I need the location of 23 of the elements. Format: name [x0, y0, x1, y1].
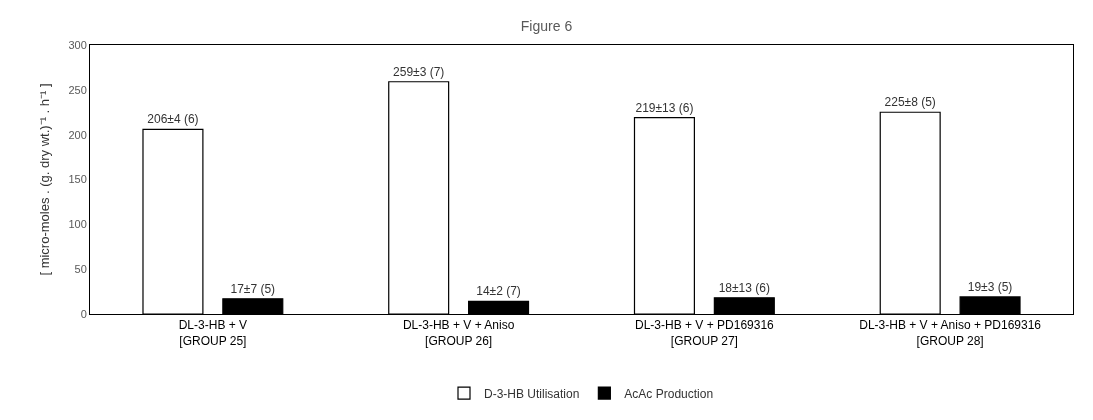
y-tick-label: 300: [68, 38, 87, 51]
x-tick-label: DL-3-HB + V + Aniso + PD169316 [GROUP 28]: [859, 318, 1042, 348]
y-tick-label: 50: [74, 263, 87, 276]
y-tick-label: 100: [68, 218, 87, 231]
data-label: 19±3 (5): [967, 279, 1013, 294]
data-label: 14±2 (7): [476, 284, 521, 299]
data-label: 219±13 (6): [635, 100, 694, 115]
x-tick-label: DL-3-HB + V + Aniso [GROUP 26]: [402, 318, 515, 348]
data-label: 259±3 (7): [393, 64, 445, 79]
data-label: 17±7 (5): [230, 281, 276, 296]
chart-title: Figure 6: [520, 17, 573, 34]
y-tick-label: 150: [68, 173, 87, 186]
y-tick-label: 250: [68, 83, 87, 96]
data-label: 18±13 (6): [718, 280, 770, 295]
legend-label: D-3-HB Utilisation: [484, 386, 580, 401]
x-tick-label: DL-3-HB + V [GROUP 25]: [178, 318, 248, 348]
y-tick-label: 0: [80, 307, 87, 320]
data-label: 225±8 (5): [884, 95, 936, 110]
x-tick-label: DL-3-HB + V + PD169316 [GROUP 27]: [635, 318, 775, 348]
data-label: 206±4 (6): [147, 112, 199, 127]
y-axis-title: [ micro-moles . (g. dry wt.)⁻¹ . h⁻¹ ]: [37, 83, 53, 276]
y-tick-label: 200: [68, 128, 87, 141]
legend-label: AcAc Production: [624, 386, 714, 401]
